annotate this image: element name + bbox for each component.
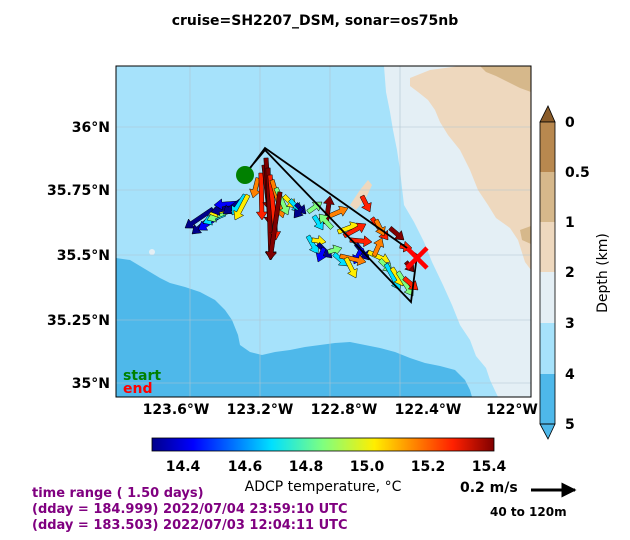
lon-label: 123.2°W <box>227 402 294 418</box>
current-arrow <box>311 234 327 247</box>
lon-label: 123.6°W <box>143 402 210 418</box>
temp-tick: 15.4 <box>472 459 507 475</box>
depth-tick: 3 <box>565 316 575 332</box>
lat-label: 36°N <box>72 120 110 136</box>
temp-tick: 15.0 <box>350 459 385 475</box>
end-marker <box>405 246 429 270</box>
temp-tick: 14.4 <box>166 459 201 475</box>
plot-title: cruise=SH2207_DSM, sonar=os75nb <box>0 13 630 29</box>
lat-label: 35.5°N <box>57 248 110 264</box>
current-arrow <box>371 237 385 258</box>
current-arrow <box>402 275 419 291</box>
seamount <box>149 249 155 255</box>
depth-cb-band <box>540 122 555 172</box>
depth-tick: 2 <box>565 265 575 281</box>
lon-label: 122.4°W <box>395 402 462 418</box>
end-label: end <box>123 381 152 397</box>
temp-colorbar-label: ADCP temperature, °C <box>245 479 402 495</box>
current-arrow <box>339 253 367 267</box>
ocean-deep-region <box>116 258 472 397</box>
depth-tick: 0 <box>565 115 575 131</box>
sonar-title: sonar=os75nb <box>344 13 459 29</box>
depth-colorbar-label: Depth (km) <box>595 233 611 313</box>
scale-depth-range: 40 to 120m <box>490 505 567 519</box>
depth-cb-band <box>540 172 555 222</box>
current-arrow <box>305 234 320 255</box>
start-label: start <box>123 368 161 384</box>
ocean-deep-patch <box>152 280 166 302</box>
depth-cb-band <box>540 323 555 374</box>
depth-cb-band <box>540 222 555 272</box>
map-frame <box>115 65 532 398</box>
lat-label: 35°N <box>72 376 110 392</box>
highland-area <box>480 66 531 92</box>
lat-label: 35.75°N <box>47 183 110 199</box>
depth-cb-bottom-cap <box>539 423 556 440</box>
temp-tick: 14.8 <box>289 459 324 475</box>
current-arrow <box>388 225 405 241</box>
lat-label: 35.25°N <box>47 313 110 329</box>
current-arrow <box>293 206 305 219</box>
temp-tick: 15.2 <box>411 459 446 475</box>
depth-cb-band <box>540 272 555 323</box>
start-time-text: (dday = 183.503) 2022/07/03 12:04:11 UTC <box>32 518 348 533</box>
depth-colorbar: 0 0.5 1 2 3 4 5 Depth (km) <box>539 105 611 440</box>
bank-feature <box>350 180 372 210</box>
lon-label: 122.8°W <box>311 402 378 418</box>
temperature-colorbar: 14.4 14.6 14.8 15.0 15.2 15.4 ADCP tempe… <box>151 437 507 495</box>
current-arrow <box>318 213 334 230</box>
highland-patch <box>520 226 531 244</box>
end-time-text: (dday = 184.999) 2022/07/04 23:59:10 UTC <box>32 502 348 517</box>
current-arrow <box>343 256 358 279</box>
lon-label: 122°W <box>486 402 538 418</box>
current-arrow <box>359 194 372 213</box>
temp-tick: 14.6 <box>228 459 263 475</box>
current-arrow <box>233 193 251 221</box>
longitude-labels: 123.6°W 123.2°W 122.8°W 122.4°W 122°W <box>143 402 538 418</box>
current-arrow <box>349 235 373 248</box>
depth-tick: 4 <box>565 367 575 383</box>
time-range-text: time range ( 1.50 days) <box>32 486 204 501</box>
current-arrow <box>265 191 283 261</box>
current-arrow <box>311 214 324 231</box>
map-area <box>116 66 531 397</box>
depth-tick: 5 <box>565 417 575 433</box>
depth-cb-band <box>540 374 555 424</box>
latitude-labels: 36°N 35.75°N 35.5°N 35.25°N 35°N <box>47 120 110 392</box>
cruise-title: cruise=SH2207_DSM, <box>171 13 340 29</box>
cruise-track <box>243 146 418 304</box>
depth-tick: 0.5 <box>565 165 590 181</box>
scale-speed-label: 0.2 m/s <box>460 480 518 496</box>
land-area <box>410 66 531 270</box>
start-marker <box>236 166 254 184</box>
depth-tick: 1 <box>565 215 575 231</box>
current-arrow <box>315 246 327 263</box>
depth-cb-top-cap <box>539 105 556 123</box>
temp-cb-gradient <box>151 437 495 452</box>
